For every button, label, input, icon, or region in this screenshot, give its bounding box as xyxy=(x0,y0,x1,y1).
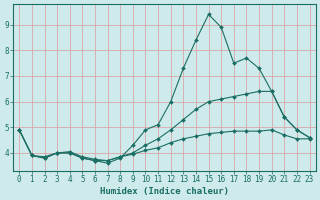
X-axis label: Humidex (Indice chaleur): Humidex (Indice chaleur) xyxy=(100,187,229,196)
